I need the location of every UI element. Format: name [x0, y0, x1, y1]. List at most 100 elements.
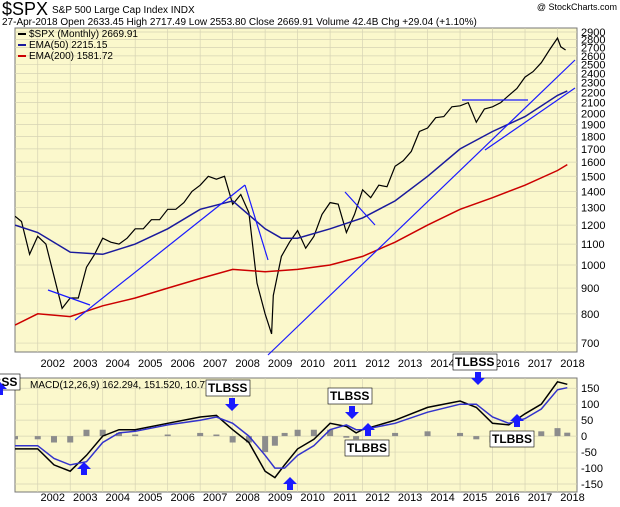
- chart-subtitle: S&P 500 Large Cap Index INDX: [52, 5, 195, 16]
- signal-arrow: [361, 423, 375, 436]
- y-tick-label: 900: [581, 283, 599, 295]
- histogram-bar: [294, 429, 301, 437]
- histogram-bar: [457, 432, 464, 437]
- x-tick-label: 2018: [560, 358, 584, 370]
- signal-arrow: [225, 398, 239, 411]
- x-tick-label: 2003: [73, 358, 97, 370]
- x-tick-label: 2004: [105, 492, 129, 504]
- x-tick-label: 2009: [268, 492, 292, 504]
- x-tick-label: 2014: [430, 492, 454, 504]
- histogram-bar: [281, 432, 288, 437]
- trendline: [484, 87, 576, 151]
- signal-arrow: [283, 477, 297, 490]
- x-tick-label: 2017: [528, 358, 552, 370]
- x-tick-label: 2002: [40, 492, 64, 504]
- x-tick-label: 2012: [365, 358, 389, 370]
- y-tick-label: 0: [581, 431, 587, 443]
- x-tick-label: 2005: [138, 492, 162, 504]
- y-tick-label: 2000: [581, 108, 605, 120]
- annotation: TLBSS: [455, 355, 494, 369]
- histogram-bar: [538, 431, 545, 437]
- y-tick-label: 1600: [581, 157, 605, 169]
- y-tick-label: 2400: [581, 68, 605, 80]
- y-tick-label: 2500: [581, 59, 605, 71]
- histogram-bar: [310, 429, 317, 437]
- x-tick-label: 2013: [398, 492, 422, 504]
- histogram-bar: [213, 434, 220, 437]
- signal-arrow: [0, 382, 7, 395]
- annotation-box: [327, 387, 373, 405]
- credit: @ StockCharts.com: [537, 2, 617, 12]
- x-tick-label: 2008: [235, 492, 259, 504]
- histogram-bar: [343, 436, 350, 438]
- series-line: [15, 386, 568, 469]
- legend-label: $SPX (Monthly) 2669.91: [29, 29, 138, 40]
- y-tick-label: 150: [581, 383, 599, 395]
- annotation-box: [344, 439, 390, 457]
- x-tick-label: 2016: [495, 358, 519, 370]
- x-tick-label: 2007: [203, 358, 227, 370]
- histogram-bar: [132, 434, 139, 437]
- annotation: TLBSS: [208, 381, 247, 395]
- x-tick-label: 2004: [105, 358, 129, 370]
- histogram-bar: [229, 436, 236, 443]
- x-tick-label: 2018: [560, 492, 584, 504]
- x-tick-label: 2008: [235, 358, 259, 370]
- x-tick-label: 2007: [203, 492, 227, 504]
- series-line: [15, 163, 568, 326]
- y-tick-label: 2900: [581, 27, 605, 39]
- histogram-bar: [245, 436, 252, 443]
- histogram-bar: [15, 436, 18, 440]
- histogram-bar: [271, 436, 278, 446]
- trendline: [74, 184, 246, 321]
- legend-label: EMA(200) 1581.72: [29, 51, 113, 62]
- y-tick-label: 1500: [581, 171, 605, 183]
- y-tick-label: 700: [581, 338, 599, 350]
- signal-arrow: [345, 406, 359, 419]
- y-tick-label: 1200: [581, 220, 605, 232]
- annotation-box: [452, 353, 498, 371]
- annotation-box: [489, 430, 535, 448]
- y-tick-label: 2600: [581, 51, 605, 63]
- series-group: [15, 380, 571, 479]
- series-line: [15, 36, 566, 335]
- legend-label: EMA(50) 2215.15: [29, 40, 108, 51]
- y-tick-label: -100: [581, 463, 603, 475]
- x-tick-label: 2005: [138, 358, 162, 370]
- x-tick-label: 2002: [40, 358, 64, 370]
- histogram-bar: [353, 436, 360, 440]
- annotation-box: [205, 379, 251, 397]
- y-tick-label: 1800: [581, 131, 605, 143]
- x-tick-label: 2010: [300, 492, 324, 504]
- y-tick-label: 50: [581, 415, 593, 427]
- series-group: [15, 36, 568, 335]
- chart-title: $SPX: [2, 0, 48, 19]
- quote-info: 27-Apr-2018 Open 2633.45 High 2717.49 Lo…: [2, 17, 477, 28]
- histogram-bar: [197, 432, 204, 437]
- trendline: [244, 184, 269, 261]
- trendline: [267, 59, 576, 356]
- plots: 7008009001000110012001300140015001600170…: [14, 27, 605, 504]
- histogram-bar: [424, 431, 431, 437]
- y-tick-label: 1100: [581, 239, 605, 251]
- x-tick-label: 2014: [430, 358, 454, 370]
- trendline: [344, 191, 376, 226]
- histogram-bar: [554, 428, 561, 437]
- histogram-bar: [164, 434, 171, 437]
- x-tick-label: 2006: [170, 358, 194, 370]
- x-tick-label: 2011: [333, 492, 357, 504]
- y-tick-label: 2800: [581, 35, 605, 47]
- histogram-bar: [392, 432, 399, 437]
- y-tick-label: 2300: [581, 78, 605, 90]
- y-tick-label: 1400: [581, 186, 605, 198]
- y-tick-label: 800: [581, 309, 599, 321]
- x-tick-label: 2010: [300, 358, 324, 370]
- histogram-bar: [564, 432, 571, 437]
- x-tick-label: 2006: [170, 492, 194, 504]
- y-tick-label: 2700: [581, 43, 605, 55]
- histogram-bar: [473, 436, 480, 440]
- y-tick-label: 1700: [581, 144, 605, 156]
- x-tick-label: 2009: [268, 358, 292, 370]
- x-tick-label: 2017: [528, 492, 552, 504]
